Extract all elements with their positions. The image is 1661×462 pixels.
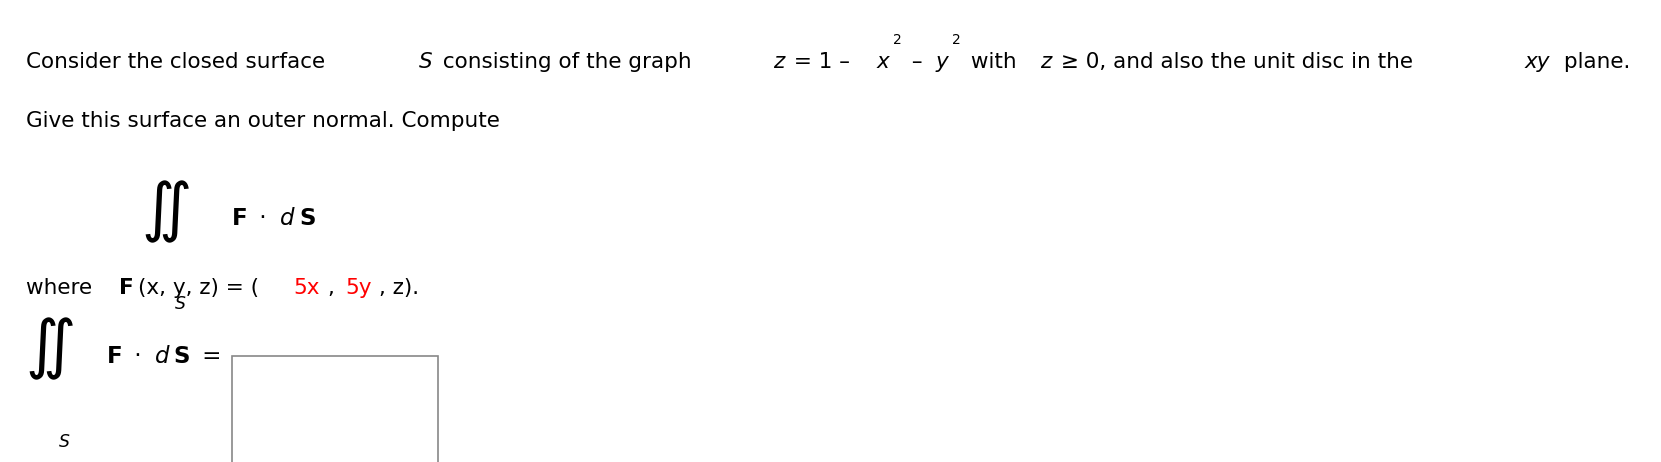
Text: S: S bbox=[174, 295, 186, 313]
Text: =: = bbox=[194, 345, 221, 368]
Text: F: F bbox=[106, 345, 123, 368]
Text: , z).: , z). bbox=[379, 278, 420, 298]
Text: ∬: ∬ bbox=[25, 318, 76, 380]
Text: xy: xy bbox=[1525, 52, 1550, 72]
Text: ·: · bbox=[126, 345, 148, 368]
Text: with: with bbox=[963, 52, 1023, 72]
Text: plane.: plane. bbox=[1556, 52, 1629, 72]
Bar bbox=[233, 356, 439, 462]
Text: S: S bbox=[58, 432, 70, 450]
Text: (x, y, z) = (: (x, y, z) = ( bbox=[138, 278, 259, 298]
Text: Consider the closed surface: Consider the closed surface bbox=[25, 52, 332, 72]
Text: z: z bbox=[1040, 52, 1051, 72]
Text: ·: · bbox=[252, 207, 274, 230]
Text: d: d bbox=[281, 207, 296, 230]
Text: ≥ 0, and also the unit disc in the: ≥ 0, and also the unit disc in the bbox=[1055, 52, 1420, 72]
Text: S: S bbox=[419, 52, 432, 72]
Text: ∬: ∬ bbox=[141, 180, 191, 243]
Text: Give this surface an outer normal. Compute: Give this surface an outer normal. Compu… bbox=[25, 111, 500, 131]
Text: y: y bbox=[935, 52, 948, 72]
Text: x: x bbox=[877, 52, 890, 72]
Text: where: where bbox=[25, 278, 98, 298]
Text: 5y: 5y bbox=[345, 278, 372, 298]
Text: ,: , bbox=[327, 278, 342, 298]
Text: d: d bbox=[154, 345, 169, 368]
Text: S: S bbox=[173, 345, 189, 368]
Text: S: S bbox=[299, 207, 316, 230]
Text: z: z bbox=[772, 52, 784, 72]
Text: consisting of the graph: consisting of the graph bbox=[435, 52, 699, 72]
Text: = 1 –: = 1 – bbox=[787, 52, 857, 72]
Text: F: F bbox=[233, 207, 247, 230]
Text: 2: 2 bbox=[894, 33, 902, 47]
Text: F: F bbox=[120, 278, 135, 298]
Text: 2: 2 bbox=[952, 33, 962, 47]
Text: 5x: 5x bbox=[294, 278, 321, 298]
Text: –: – bbox=[905, 52, 928, 72]
